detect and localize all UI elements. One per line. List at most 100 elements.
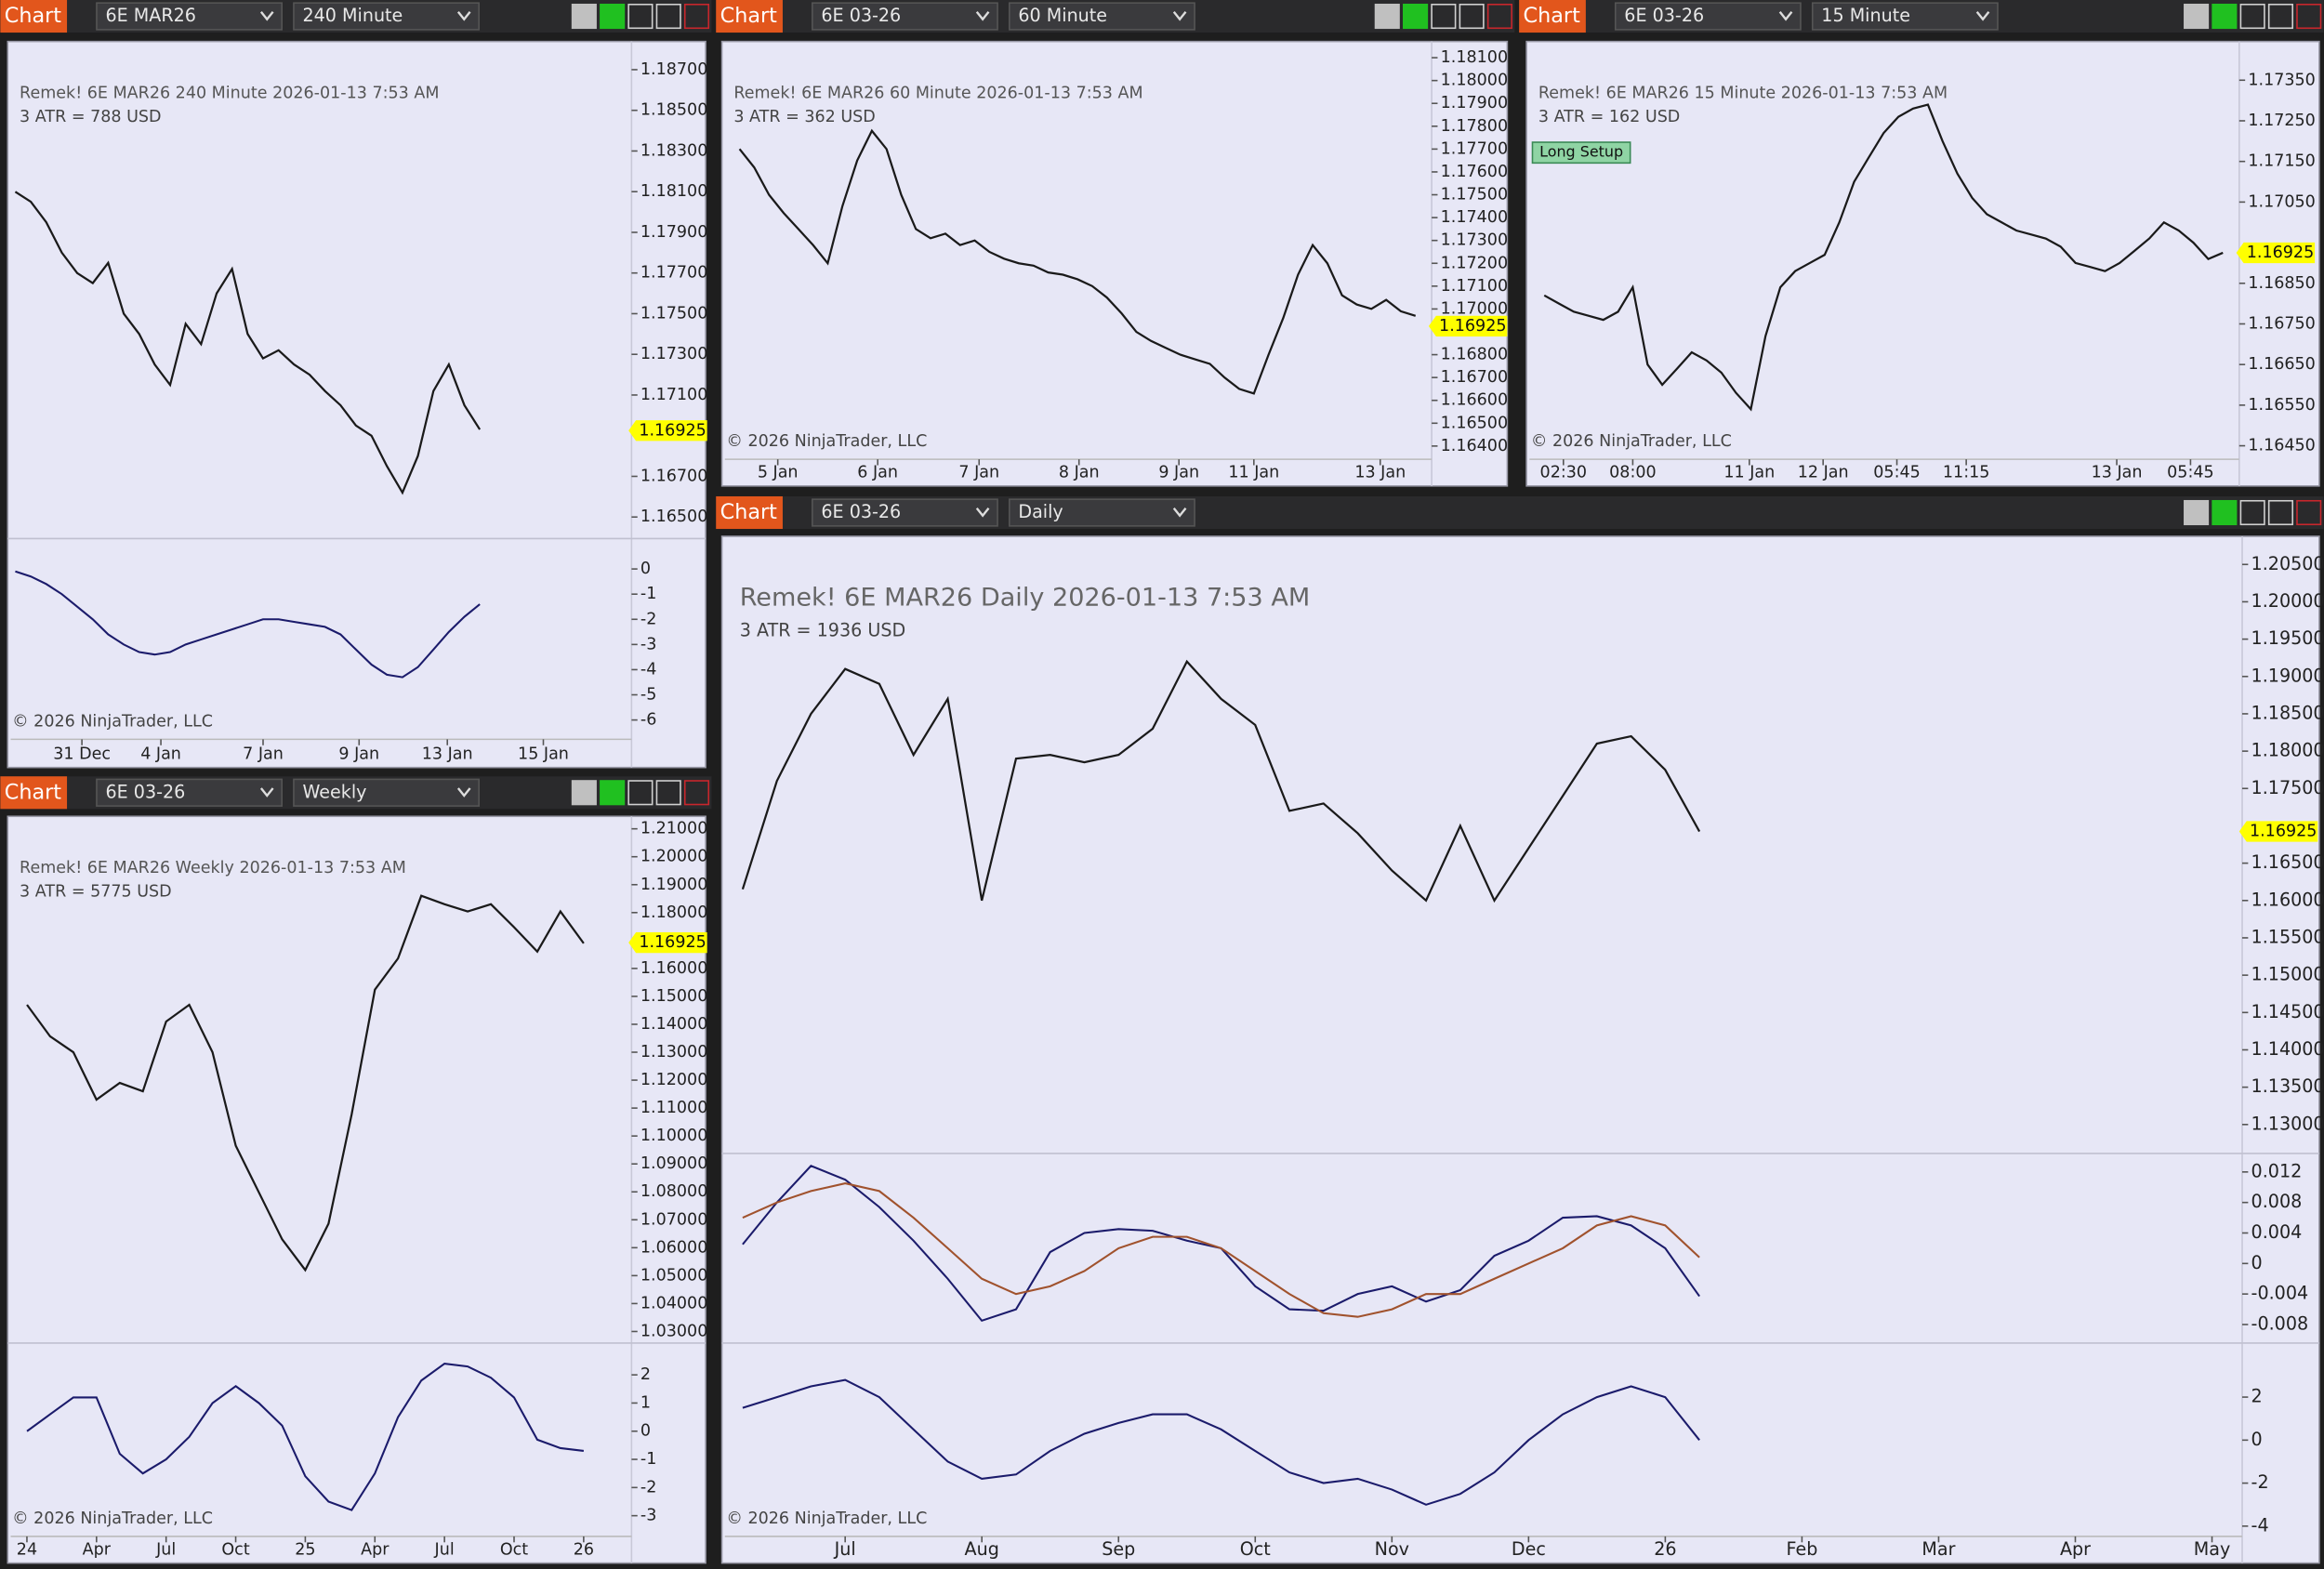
maximize-button[interactable] xyxy=(655,3,681,30)
y-tick-label: 1.16700 xyxy=(640,467,707,485)
y-tick-label: 1.18000 xyxy=(640,903,707,922)
y-tick-label: 1.07000 xyxy=(640,1210,707,1229)
instrument-dropdown[interactable] xyxy=(812,498,998,527)
y-tick-label: 1.12000 xyxy=(640,1071,707,1089)
indicator-y-tick-label: -1 xyxy=(640,1450,656,1469)
x-tick-label: Apr xyxy=(2060,1538,2091,1560)
minimize-button[interactable] xyxy=(627,780,654,806)
close-button[interactable] xyxy=(2296,3,2322,30)
copyright: © 2026 NinjaTrader, LLC xyxy=(12,1510,213,1528)
x-tick-label: 13 Jan xyxy=(1354,463,1406,481)
x-tick-label: 05:45 xyxy=(1873,463,1920,481)
y-tick-label: 1.09000 xyxy=(640,1154,707,1173)
minimize-button[interactable] xyxy=(2239,3,2265,30)
chart-tab[interactable] xyxy=(0,0,68,33)
instrument-dropdown[interactable] xyxy=(96,778,283,807)
interval-dropdown[interactable] xyxy=(1009,2,1195,31)
x-tick-label: 6 Jan xyxy=(857,463,898,481)
tile-button[interactable] xyxy=(2184,499,2210,526)
tile-button[interactable] xyxy=(1374,3,1400,30)
chart-tab[interactable] xyxy=(716,0,783,33)
link-button[interactable] xyxy=(600,780,626,806)
y-tick-label: 1.17100 xyxy=(1441,277,1508,296)
minimize-button[interactable] xyxy=(1431,3,1457,30)
last-price-label: 1.16925 xyxy=(1439,317,1506,336)
indicator-y-tick-label: -1 xyxy=(640,585,656,603)
y-tick-label: 1.18100 xyxy=(640,182,707,201)
tile-button[interactable] xyxy=(571,780,597,806)
maximize-button[interactable] xyxy=(1459,3,1485,30)
interval-label: Daily xyxy=(1018,501,1063,522)
link-button[interactable] xyxy=(2212,3,2238,30)
last-price-tag xyxy=(2238,821,2318,842)
link-button[interactable] xyxy=(1403,3,1429,30)
chart-tab-label: Chart xyxy=(5,780,62,804)
close-button[interactable] xyxy=(683,3,710,30)
last-price-tag xyxy=(628,420,707,442)
y-tick-label: 1.16650 xyxy=(2248,355,2315,374)
indicator-y-tick-label: 0.012 xyxy=(2251,1160,2303,1181)
y-tick-label: 1.17500 xyxy=(2251,777,2324,798)
x-tick-label: May xyxy=(2194,1538,2231,1560)
interval-label: Weekly xyxy=(303,781,367,802)
dropdown-arrow xyxy=(456,11,471,21)
y-tick-label: 1.17300 xyxy=(1441,231,1508,250)
close-button[interactable] xyxy=(2296,499,2322,526)
maximize-button[interactable] xyxy=(2267,499,2293,526)
interval-dropdown[interactable] xyxy=(293,2,480,31)
x-tick-label: 8 Jan xyxy=(1059,463,1100,481)
indicator-y-tick-label: -0.008 xyxy=(2251,1312,2309,1334)
y-tick-label: 1.16500 xyxy=(640,508,707,526)
y-tick-label: 1.17350 xyxy=(2248,71,2315,89)
interval-dropdown[interactable] xyxy=(293,778,480,807)
y-tick-label: 1.10000 xyxy=(640,1127,707,1145)
y-tick-label: 1.20500 xyxy=(2251,553,2324,574)
chart-frame xyxy=(720,40,1509,487)
x-tick-label: Apr xyxy=(83,1540,112,1559)
indicator-y-tick-label: 0.004 xyxy=(2251,1221,2303,1243)
instrument-dropdown[interactable] xyxy=(96,2,283,31)
atr-label: 3 ATR = 1936 USD xyxy=(740,620,905,641)
link-button[interactable] xyxy=(600,3,626,30)
indicator-line xyxy=(742,1182,1700,1318)
y-tick-label: 1.17150 xyxy=(2248,152,2315,171)
x-tick-label: Jul xyxy=(834,1538,856,1560)
x-tick-label: 15 Jan xyxy=(518,745,569,763)
chart-tab-label: Chart xyxy=(1524,4,1581,28)
minimize-button[interactable] xyxy=(627,3,654,30)
instrument-dropdown[interactable] xyxy=(812,2,998,31)
chart-tab[interactable] xyxy=(1519,0,1586,33)
indicator-line xyxy=(742,1378,1700,1506)
tile-button[interactable] xyxy=(571,3,597,30)
instrument-label: 6E 03-26 xyxy=(821,5,901,26)
y-tick-label: 1.17800 xyxy=(1441,117,1508,136)
indicator-y-tick-label: -2 xyxy=(2251,1471,2269,1493)
long-setup-label: Long Setup xyxy=(1539,143,1623,161)
tile-button[interactable] xyxy=(2184,3,2210,30)
dropdown-arrow xyxy=(1172,507,1187,518)
maximize-button[interactable] xyxy=(2267,3,2293,30)
y-tick-label: 1.21000 xyxy=(640,820,707,838)
link-button[interactable] xyxy=(2212,499,2238,526)
indicator-y-tick-label: 2 xyxy=(640,1365,651,1384)
y-tick-label: 1.16550 xyxy=(2248,396,2315,415)
chart-header: Remek! 6E MAR26 Daily 2026-01-13 7:53 AM xyxy=(740,583,1311,612)
y-tick-label: 1.14000 xyxy=(640,1015,707,1034)
chart-tab[interactable] xyxy=(716,495,783,530)
x-tick-label: 05:45 xyxy=(2167,463,2213,481)
x-tick-label: 4 Jan xyxy=(140,745,181,763)
chart-tab[interactable] xyxy=(0,776,68,810)
maximize-button[interactable] xyxy=(655,780,681,806)
interval-dropdown[interactable] xyxy=(1811,2,1999,31)
interval-dropdown[interactable] xyxy=(1009,498,1195,527)
interval-label: 60 Minute xyxy=(1018,5,1107,26)
close-button[interactable] xyxy=(1486,3,1512,30)
y-tick-label: 1.17100 xyxy=(640,386,707,404)
close-button[interactable] xyxy=(683,780,710,806)
minimize-button[interactable] xyxy=(2239,499,2265,526)
indicator-y-tick-label: -2 xyxy=(640,610,656,628)
instrument-dropdown[interactable] xyxy=(1614,2,1802,31)
indicator-y-tick-label: -4 xyxy=(2251,1514,2269,1536)
x-tick-label: 26 xyxy=(574,1540,594,1559)
indicator-y-tick-label: -3 xyxy=(640,635,656,653)
